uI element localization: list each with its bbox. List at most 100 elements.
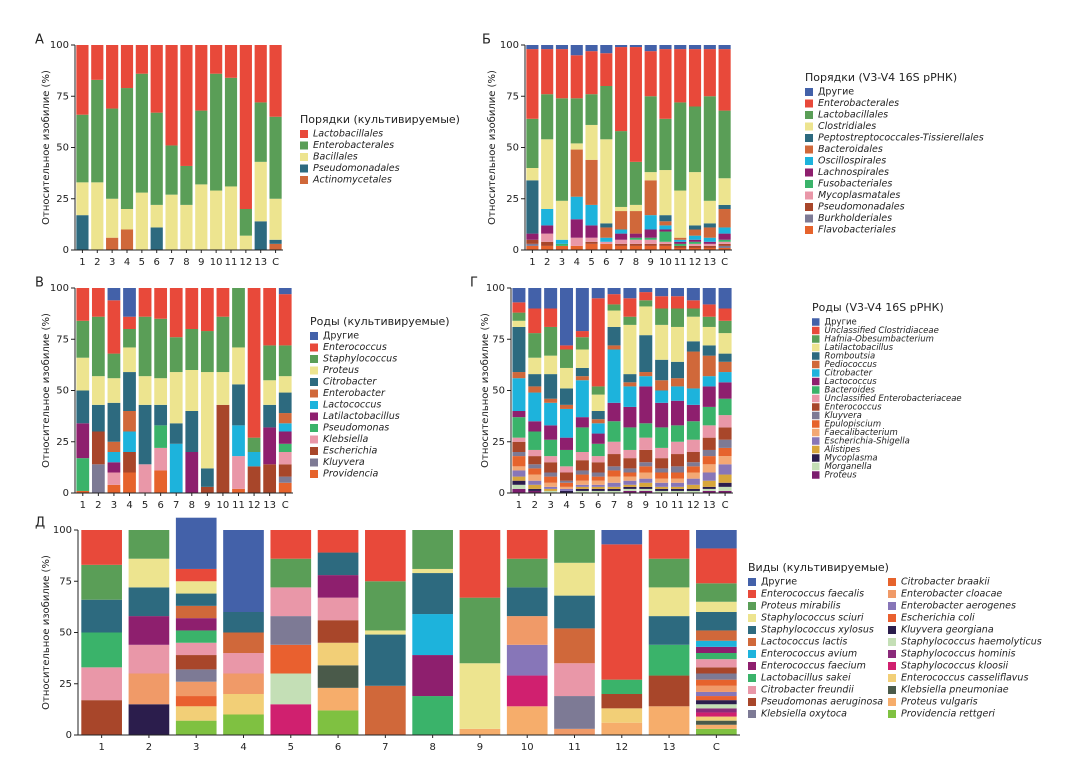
bar-segment — [544, 398, 558, 403]
bar-segment — [718, 464, 732, 475]
bar-segment — [91, 404, 105, 432]
bar-segment — [670, 490, 685, 493]
y-tick-label: 50 — [56, 386, 69, 397]
bar-segment — [655, 359, 669, 381]
bar-segment — [210, 73, 223, 191]
legend-label: Staphylococcus hominis — [901, 649, 1016, 660]
bar-segment — [278, 288, 292, 295]
legend-swatch — [805, 134, 813, 142]
x-tick-label: 11 — [674, 257, 687, 268]
bar-segment — [76, 288, 90, 321]
bar-segment — [175, 618, 217, 631]
x-tick-label: C — [722, 500, 729, 511]
bar-segment — [270, 587, 312, 617]
bar-segment — [91, 431, 105, 465]
bar-segment — [570, 237, 583, 246]
bar-segment — [585, 159, 598, 205]
bar-segment — [541, 94, 554, 140]
bar-segment — [600, 139, 613, 224]
bar-segment — [607, 488, 621, 491]
bar-segment — [81, 700, 122, 735]
bar-segment — [512, 452, 526, 457]
x-tick-label: C — [282, 500, 289, 511]
legend-swatch — [748, 614, 756, 622]
bar-segment — [512, 417, 526, 438]
bar-segment — [210, 190, 223, 250]
bar-segment — [544, 472, 558, 477]
bar-segment — [247, 452, 261, 467]
bar-segment — [718, 241, 731, 244]
bar-segment — [247, 466, 261, 493]
bar-segment — [591, 480, 605, 485]
bar-segment — [648, 558, 690, 588]
bar-segment — [528, 374, 542, 387]
legend-swatch — [300, 130, 308, 138]
bar-segment — [269, 239, 282, 244]
bar-segment — [270, 530, 312, 559]
legend-label: Escherichia — [323, 446, 377, 457]
x-tick-label: 10 — [210, 257, 223, 268]
legend-swatch — [812, 394, 820, 403]
bar-segment — [154, 447, 168, 471]
bar-segment — [123, 347, 136, 373]
bar-segment — [607, 482, 621, 487]
legend-label: Bacteroidales — [818, 144, 883, 155]
bar-segment — [670, 425, 685, 442]
bar-segment — [659, 231, 672, 242]
bar-segment — [615, 47, 628, 132]
x-tick-label: 9 — [647, 257, 653, 268]
bar-segment — [591, 462, 605, 473]
legend-swatch — [748, 602, 756, 610]
panel-label: В — [35, 276, 44, 291]
bar-segment — [123, 431, 136, 452]
bar-segment — [670, 478, 685, 483]
bar-segment — [629, 204, 642, 212]
bar-segment — [696, 712, 737, 717]
bar-segment — [688, 172, 702, 226]
legend-swatch — [748, 590, 756, 598]
bar-segment — [526, 49, 539, 119]
bar-segment — [688, 49, 702, 107]
bar-segment — [512, 312, 526, 321]
bar-segment — [254, 221, 267, 250]
legend-label: Enterobacter — [323, 388, 386, 399]
bar-segment — [644, 45, 657, 52]
bar-segment — [607, 454, 621, 467]
bar-segment — [175, 593, 217, 606]
bar-segment — [591, 476, 605, 481]
bar-segment — [154, 378, 168, 405]
bar-segment — [696, 646, 737, 653]
legend-label: Enterococcus — [825, 403, 883, 413]
bar-segment — [528, 308, 542, 334]
bar-segment — [81, 564, 122, 600]
legend-label: Proteus — [323, 365, 359, 376]
legend-label: Citrobacter — [323, 377, 377, 388]
bar-segment — [696, 667, 737, 674]
legend-label: Proteus vulgaris — [901, 697, 978, 708]
bar-segment — [607, 288, 621, 295]
bar-segment — [702, 386, 716, 407]
bar-segment — [76, 423, 90, 459]
legend-swatch — [300, 153, 308, 161]
bar-segment — [528, 357, 542, 375]
bar-segment — [696, 728, 737, 735]
bar-segment — [512, 437, 526, 442]
legend-label: Staphylococcus haemolyticus — [901, 637, 1042, 648]
bar-segment — [412, 573, 453, 615]
bar-segment — [686, 316, 700, 342]
bar-segment — [702, 326, 716, 346]
legend-swatch — [805, 191, 813, 200]
bar-segment — [559, 367, 574, 389]
bar-segment — [555, 200, 569, 240]
bar-segment — [623, 484, 637, 487]
bar-segment — [686, 484, 700, 489]
bar-segment — [528, 464, 542, 469]
x-tick-label: 9 — [477, 742, 483, 753]
bar-segment — [106, 237, 119, 250]
legend-label: Providencia — [323, 469, 378, 480]
bar-segment — [528, 421, 542, 432]
legend-swatch — [888, 662, 896, 670]
bar-segment — [526, 168, 539, 181]
x-tick-label: 10 — [521, 742, 534, 753]
